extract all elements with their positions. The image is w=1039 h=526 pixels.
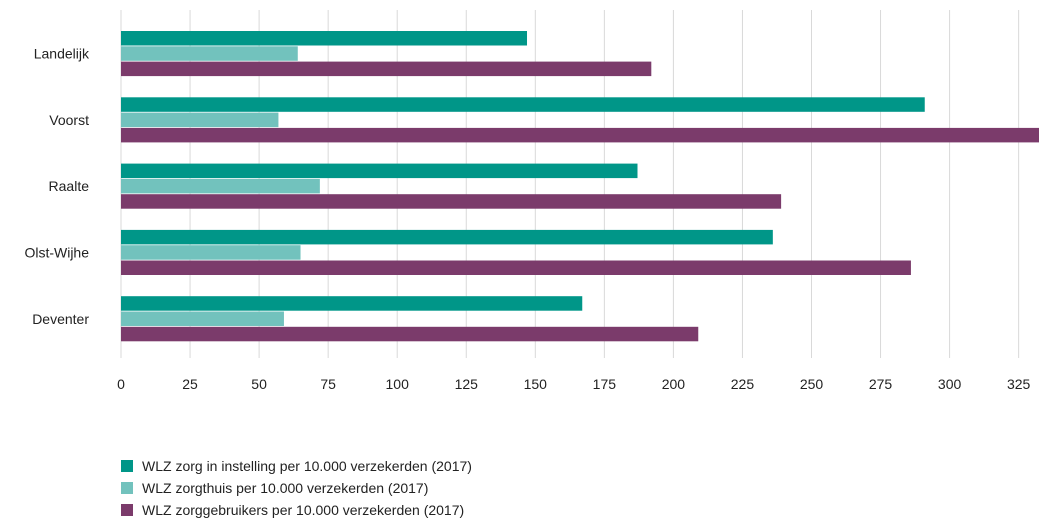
x-tick-label: 0 [117, 376, 125, 392]
x-tick-label: 225 [731, 376, 755, 392]
bar-instelling [121, 296, 583, 311]
bar-instelling [121, 229, 773, 245]
bar-instelling [121, 163, 638, 179]
x-axis-tick-labels: 0 25 50 75 100 125 150 175 200 225 250 275 300 325 [117, 376, 1030, 392]
x-tick-label: 150 [524, 376, 548, 392]
x-tick-label: 75 [320, 376, 336, 392]
bar-zorggebruikers [121, 326, 699, 342]
x-tick-label: 325 [1007, 376, 1031, 392]
x-tick-label: 125 [455, 376, 479, 392]
category-label: Raalte [49, 178, 90, 194]
category-label: Olst-Wijhe [24, 244, 89, 260]
x-tick-label: 275 [869, 376, 893, 392]
legend-label-instelling: WLZ zorg in instelling per 10.000 verzek… [142, 458, 472, 474]
bar-zorgthuis [121, 245, 301, 260]
legend-swatch-instelling [121, 460, 133, 472]
legend-swatch-zorgthuis [121, 482, 133, 494]
legend-item-zorgthuis: WLZ zorgthuis per 10.000 verzekerden (20… [121, 477, 472, 499]
bar-instelling [121, 97, 925, 112]
bar-zorggebruikers [121, 61, 652, 77]
legend-label-zorggebruikers: WLZ zorggebruikers per 10.000 verzekerde… [142, 502, 465, 518]
x-tick-label: 175 [593, 376, 617, 392]
legend: WLZ zorg in instelling per 10.000 verzek… [121, 455, 472, 521]
x-tick-label: 200 [662, 376, 686, 392]
bar-instelling [121, 31, 528, 46]
x-tick-label: 100 [386, 376, 410, 392]
bar-zorgthuis [121, 178, 320, 194]
legend-swatch-zorggebruikers [121, 504, 133, 516]
legend-item-instelling: WLZ zorg in instelling per 10.000 verzek… [121, 455, 472, 477]
bar-chart: LandelijkVoorstRaalteOlst-WijheDeventer … [24, 10, 1039, 392]
legend-item-zorggebruikers: WLZ zorggebruikers per 10.000 verzekerde… [121, 499, 472, 521]
x-tick-label: 50 [251, 376, 267, 392]
bar-zorgthuis [121, 112, 279, 128]
bar-zorgthuis [121, 46, 298, 61]
bar-zorggebruikers [121, 260, 911, 275]
category-labels: Landelijk Voorst Raalte Olst-Wijhe Deventer [24, 46, 90, 327]
category-label: Landelijk [34, 46, 90, 62]
x-tick-label: 300 [938, 376, 962, 392]
category-label: Voorst [49, 112, 89, 128]
legend-label-zorgthuis: WLZ zorgthuis per 10.000 verzekerden (20… [142, 480, 429, 496]
category-label: Deventer [32, 311, 89, 327]
x-tick-label: 250 [800, 376, 824, 392]
bar-zorgthuis [121, 311, 284, 326]
bar-zorggebruikers [121, 127, 1039, 143]
bars [121, 31, 1039, 342]
x-tick-label: 25 [182, 376, 198, 392]
bar-zorggebruikers [121, 194, 782, 209]
